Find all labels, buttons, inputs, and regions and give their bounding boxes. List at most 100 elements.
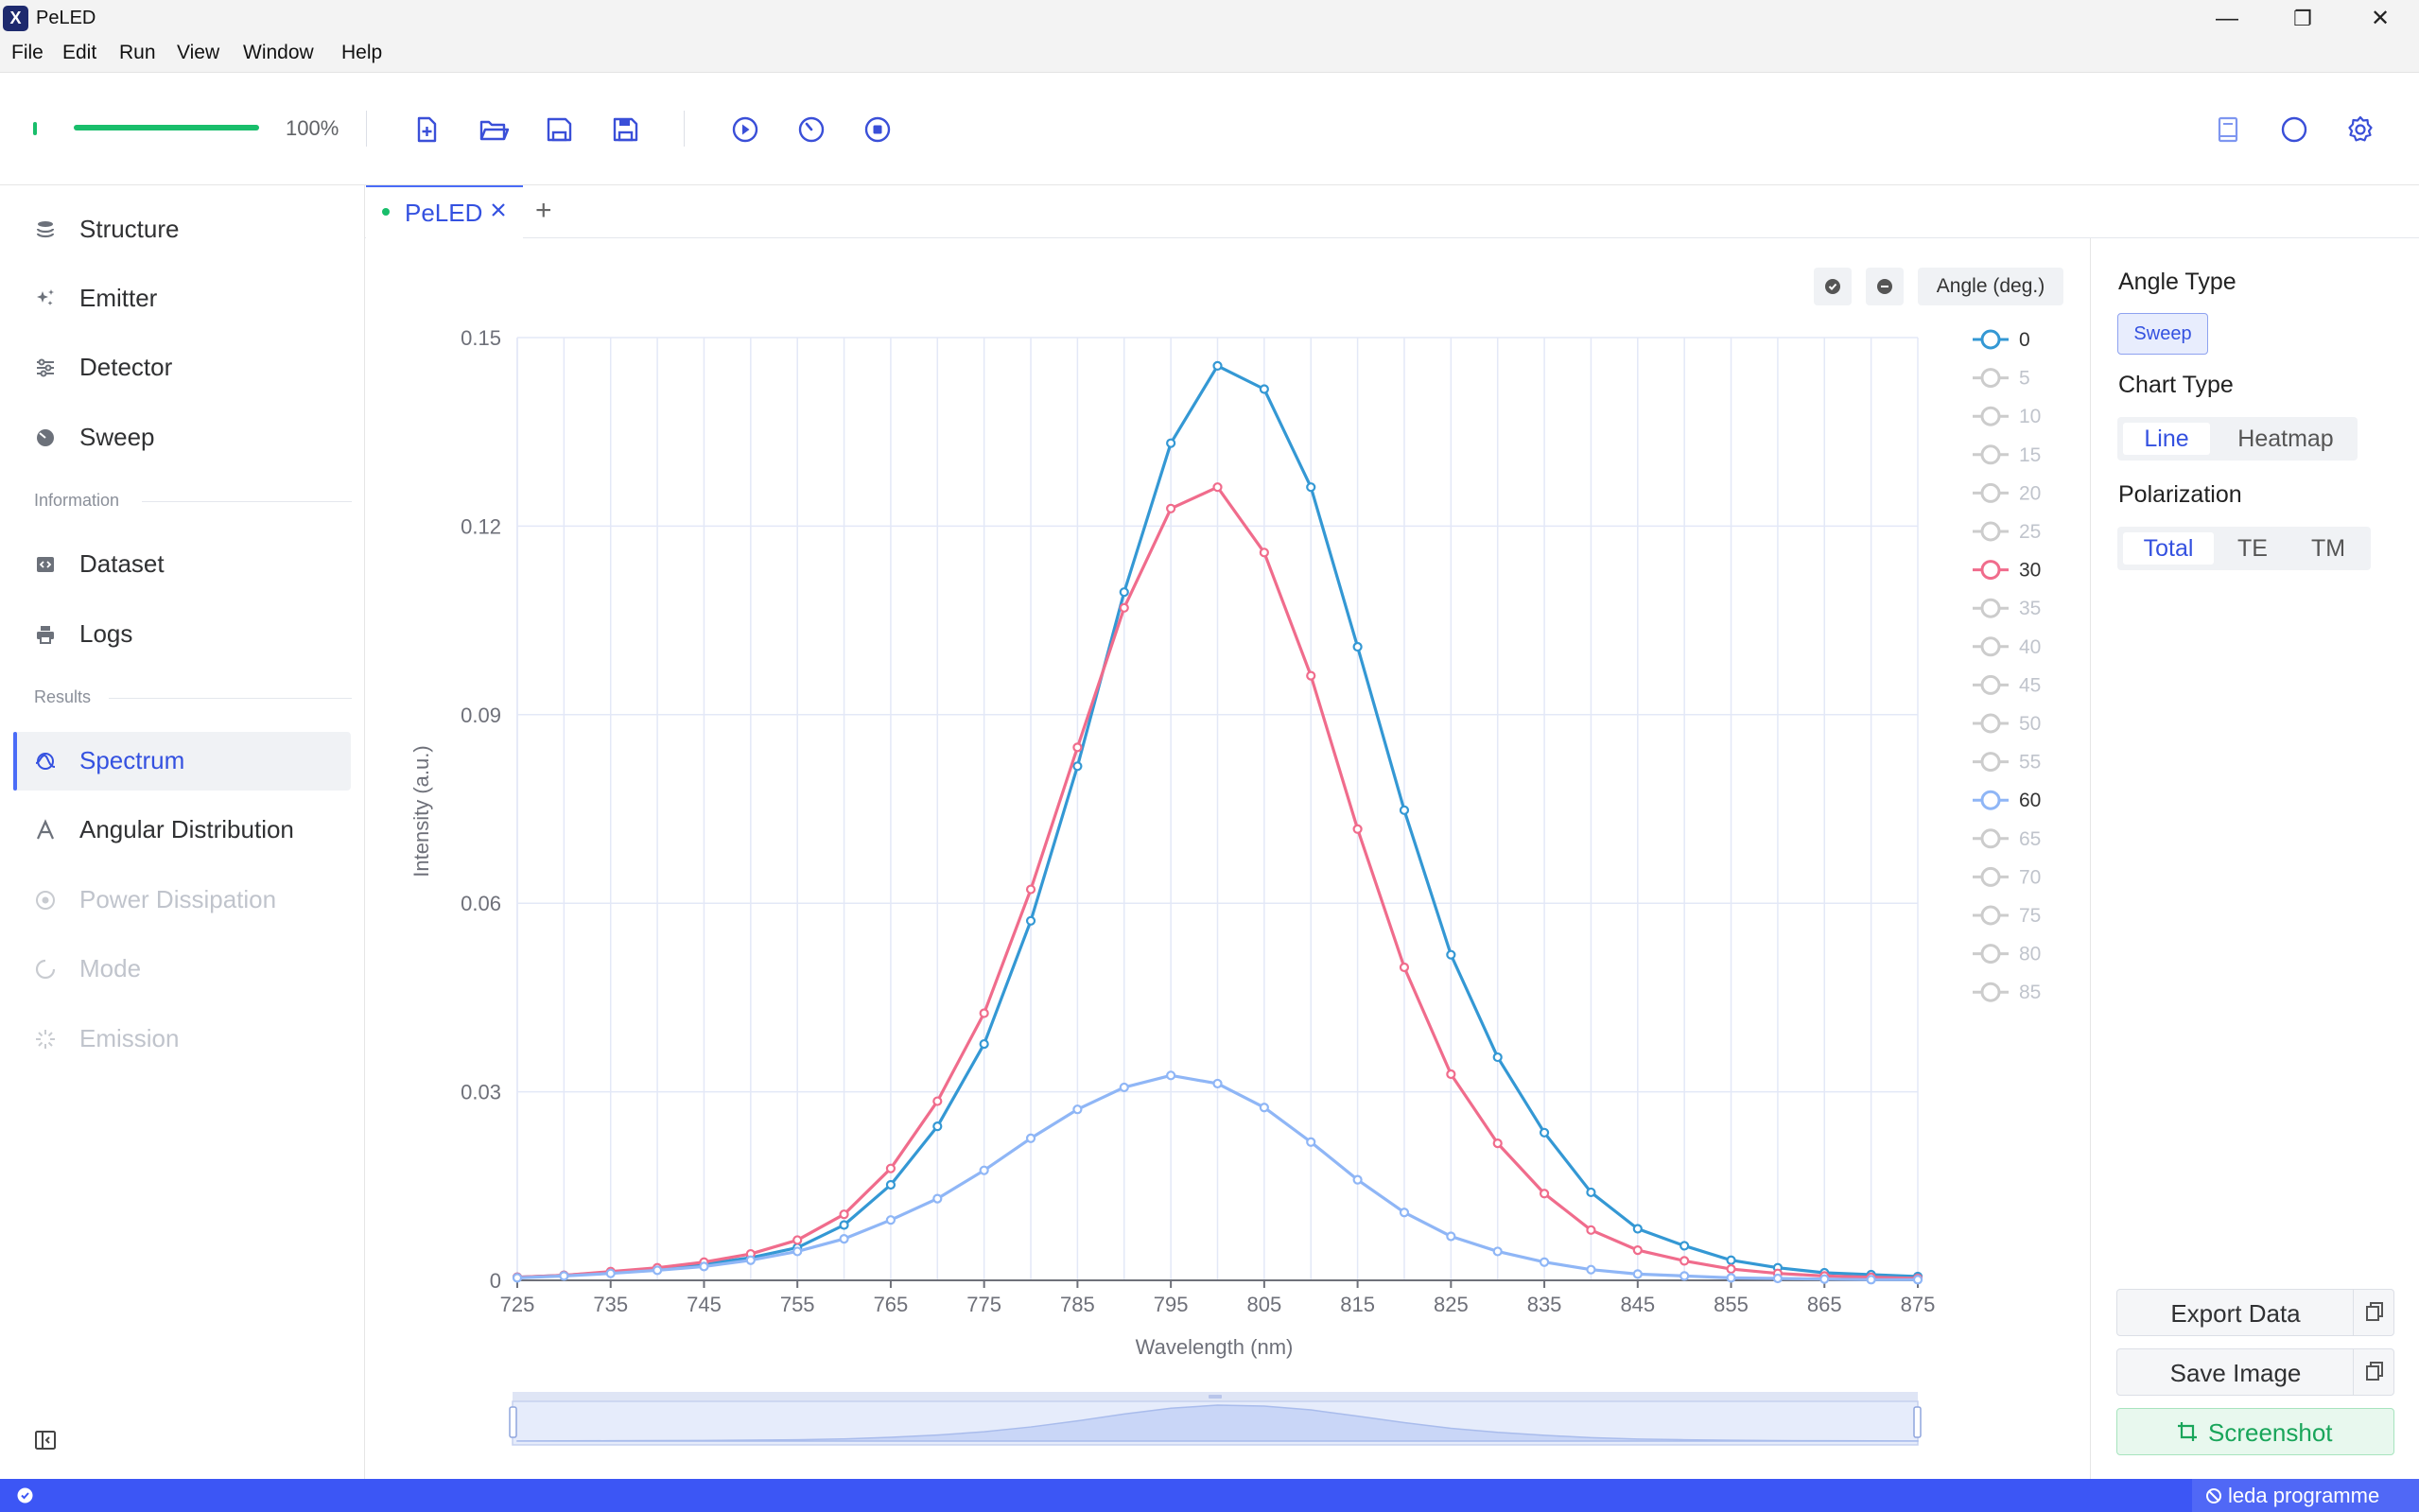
data-point-60[interactable]: [1306, 1137, 1316, 1147]
open-folder-icon[interactable]: [474, 111, 512, 148]
data-point-60[interactable]: [1352, 1174, 1363, 1185]
data-point-30[interactable]: [1492, 1138, 1503, 1149]
data-point-0[interactable]: [1072, 761, 1083, 772]
minimize-button[interactable]: —: [2216, 6, 2238, 31]
zoom-handle-left[interactable]: [509, 1406, 517, 1438]
polarization-tm[interactable]: TM: [2310, 535, 2346, 562]
save-as-icon[interactable]: [606, 111, 644, 148]
data-point-60[interactable]: [652, 1265, 663, 1276]
polarization-te[interactable]: TE: [2237, 535, 2268, 562]
add-tab-button[interactable]: +: [535, 195, 552, 226]
zoom-handle-right[interactable]: [1913, 1406, 1922, 1438]
data-point-0[interactable]: [1632, 1224, 1643, 1234]
close-tab-icon[interactable]: [487, 199, 510, 221]
data-point-60[interactable]: [792, 1246, 803, 1257]
chart-type-line[interactable]: Line: [2123, 423, 2210, 455]
data-point-60[interactable]: [1119, 1082, 1129, 1093]
menu-edit[interactable]: Edit: [62, 42, 97, 63]
legend-item-70[interactable]: 70: [1973, 866, 2041, 888]
deselect-all-button[interactable]: [1866, 268, 1904, 305]
sidebar-item-emitter[interactable]: Emitter: [13, 269, 351, 328]
legend-item-25[interactable]: 25: [1973, 521, 2041, 543]
data-point-60[interactable]: [1772, 1273, 1784, 1284]
data-point-30[interactable]: [1072, 742, 1083, 753]
data-point-0[interactable]: [1352, 641, 1363, 652]
data-point-30[interactable]: [1166, 503, 1176, 513]
menu-run[interactable]: Run: [119, 42, 156, 63]
data-point-60[interactable]: [605, 1268, 616, 1278]
menu-view[interactable]: View: [177, 42, 220, 63]
data-point-60[interactable]: [699, 1261, 709, 1272]
data-point-60[interactable]: [885, 1215, 896, 1225]
data-point-30[interactable]: [1025, 884, 1036, 895]
data-point-60[interactable]: [1819, 1274, 1830, 1284]
data-point-60[interactable]: [1912, 1275, 1923, 1285]
legend-item-60[interactable]: 60: [1973, 790, 2041, 811]
data-point-60[interactable]: [1259, 1103, 1269, 1113]
copy-icon[interactable]: [2353, 1290, 2393, 1335]
data-point-0[interactable]: [979, 1038, 989, 1050]
screenshot-button[interactable]: Screenshot: [2116, 1408, 2394, 1455]
data-point-60[interactable]: [1446, 1231, 1456, 1242]
menu-window[interactable]: Window: [243, 42, 314, 63]
legend-item-40[interactable]: 40: [1973, 636, 2041, 658]
stop-icon[interactable]: [859, 111, 896, 148]
data-point-60[interactable]: [1726, 1273, 1736, 1283]
legend-item-15[interactable]: 15: [1973, 444, 2041, 466]
data-point-60[interactable]: [1492, 1246, 1503, 1257]
sidebar-item-angular-distribution[interactable]: Angular Distribution: [13, 801, 351, 860]
data-point-30[interactable]: [1306, 670, 1316, 681]
data-point-0[interactable]: [1492, 1051, 1503, 1063]
save-image-button[interactable]: Save Image: [2116, 1348, 2394, 1396]
sidebar-item-logs[interactable]: Logs: [13, 605, 351, 664]
export-data-button[interactable]: Export Data: [2116, 1289, 2394, 1336]
data-point-60[interactable]: [1586, 1264, 1596, 1275]
data-point-60[interactable]: [1025, 1133, 1036, 1143]
data-point-30[interactable]: [1446, 1069, 1456, 1080]
data-point-30[interactable]: [979, 1008, 989, 1018]
data-point-60[interactable]: [1212, 1078, 1223, 1089]
data-zoom-slider[interactable]: [509, 1392, 1922, 1446]
data-point-0[interactable]: [1539, 1127, 1550, 1138]
data-point-60[interactable]: [1399, 1208, 1410, 1218]
zoom-drag-handle[interactable]: [1209, 1395, 1222, 1399]
legend-item-50[interactable]: 50: [1973, 713, 2041, 735]
status-license[interactable]: leda programme: [2192, 1479, 2419, 1512]
data-point-30[interactable]: [1212, 482, 1223, 493]
data-point-30[interactable]: [1352, 824, 1363, 834]
sidebar-item-dataset[interactable]: Dataset: [13, 535, 351, 594]
data-point-0[interactable]: [1259, 384, 1269, 394]
legend-item-35[interactable]: 35: [1973, 598, 2041, 619]
book-icon[interactable]: [2209, 111, 2247, 148]
sidebar-item-detector[interactable]: Detector: [13, 339, 351, 397]
data-point-30[interactable]: [932, 1096, 943, 1106]
legend-item-65[interactable]: 65: [1973, 828, 2041, 850]
data-point-0[interactable]: [1166, 438, 1176, 448]
chart-type-heatmap[interactable]: Heatmap: [2237, 426, 2334, 452]
data-point-30[interactable]: [839, 1209, 849, 1220]
legend-item-10[interactable]: 10: [1973, 406, 2041, 427]
data-point-0[interactable]: [1025, 915, 1036, 926]
data-point-30[interactable]: [1399, 962, 1410, 973]
data-point-30[interactable]: [1119, 602, 1129, 613]
data-point-60[interactable]: [1072, 1104, 1083, 1115]
data-point-0[interactable]: [1119, 587, 1129, 598]
data-point-30[interactable]: [1539, 1189, 1550, 1199]
close-window-button[interactable]: ✕: [2370, 6, 2391, 31]
data-point-0[interactable]: [1726, 1255, 1736, 1265]
copy-icon[interactable]: [2353, 1349, 2393, 1395]
run-icon[interactable]: [726, 111, 764, 148]
settings-icon[interactable]: [2341, 111, 2379, 148]
legend-item-0[interactable]: 0: [1973, 329, 2030, 351]
polarization-total[interactable]: Total: [2123, 532, 2214, 565]
data-point-0[interactable]: [1212, 360, 1223, 372]
data-point-60[interactable]: [979, 1165, 989, 1175]
legend-item-30[interactable]: 30: [1973, 560, 2041, 582]
data-point-0[interactable]: [1586, 1187, 1596, 1198]
sidebar-item-spectrum[interactable]: Spectrum: [13, 732, 351, 791]
data-point-30[interactable]: [1259, 547, 1269, 558]
data-point-60[interactable]: [1679, 1271, 1690, 1281]
data-point-60[interactable]: [1866, 1275, 1876, 1285]
angle-type-sweep-tag[interactable]: Sweep: [2117, 313, 2208, 355]
data-point-60[interactable]: [745, 1255, 756, 1265]
